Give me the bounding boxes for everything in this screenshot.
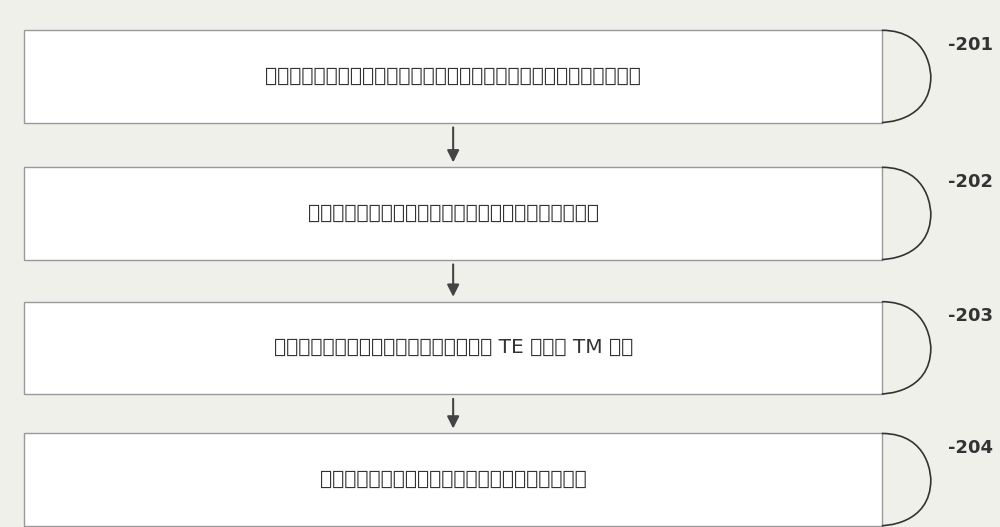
Text: 通过所述偏振分束器实现光的干涉相消和干涉相长: 通过所述偏振分束器实现光的干涉相消和干涉相长 (320, 470, 587, 489)
Text: -203: -203 (948, 307, 993, 325)
FancyBboxPatch shape (24, 301, 882, 394)
FancyBboxPatch shape (24, 31, 882, 123)
FancyBboxPatch shape (24, 168, 882, 260)
Text: -204: -204 (948, 438, 993, 457)
Text: -201: -201 (948, 36, 993, 54)
FancyBboxPatch shape (24, 433, 882, 526)
Text: 选择电场方向垂直或平行于纳米狭缝的线偏振紧聚焦高斯光作为入射光: 选择电场方向垂直或平行于纳米狭缝的线偏振紧聚焦高斯光作为入射光 (265, 67, 641, 86)
Text: 将所述入射光从所述偏振分束器底面的纳米狭缝处射入: 将所述入射光从所述偏振分束器底面的纳米狭缝处射入 (308, 204, 599, 223)
Text: 通过所述偏振分束器将所述入射光分解为 TE 模式和 TM 模式: 通过所述偏振分束器将所述入射光分解为 TE 模式和 TM 模式 (274, 338, 633, 357)
Text: -202: -202 (948, 173, 993, 191)
